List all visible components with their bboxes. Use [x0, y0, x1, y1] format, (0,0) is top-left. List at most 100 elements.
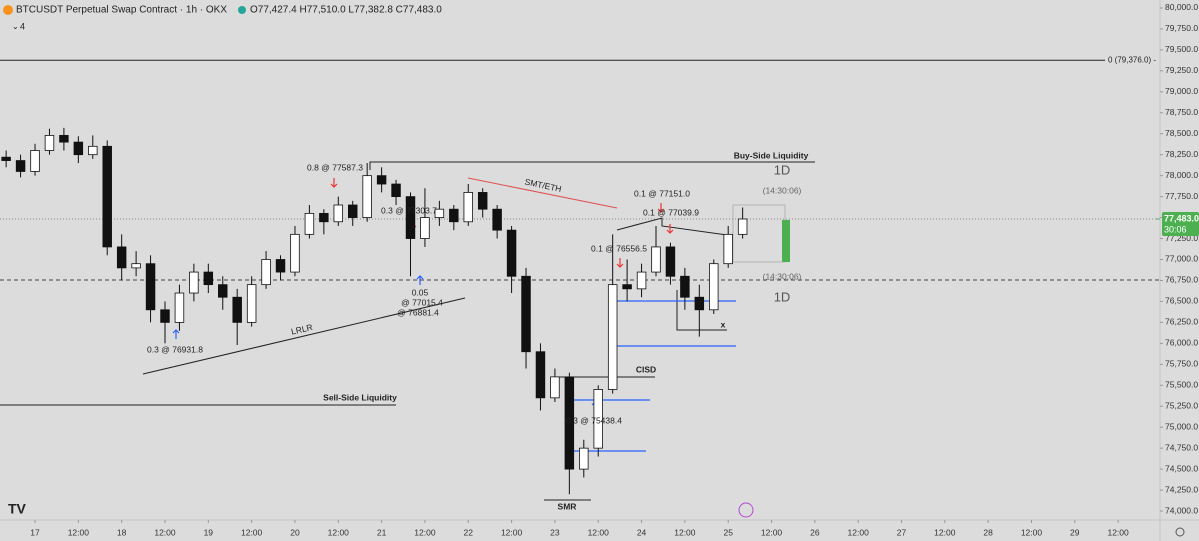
candle-body — [405, 196, 416, 239]
annotation: 0.05 — [412, 287, 429, 297]
annotation: 0.3 @ 76931.8 — [147, 344, 203, 354]
candle-body — [636, 271, 647, 290]
annotation: x — [721, 319, 726, 329]
x-tick-label: 29 — [1070, 527, 1080, 537]
candle-body — [232, 296, 242, 323]
candle-body — [15, 160, 26, 172]
candle-body — [449, 208, 459, 223]
settings-icon[interactable] — [1175, 527, 1185, 537]
box-line — [676, 290, 727, 331]
annotation: CISD — [636, 364, 656, 374]
candle-body — [506, 229, 517, 277]
candle-body — [44, 135, 55, 151]
candle-body — [131, 263, 141, 269]
x-tick-label: 12:00 — [674, 527, 696, 537]
candle-body — [189, 271, 199, 294]
projection-candle — [782, 220, 790, 262]
y-tick-label: 74,750.0 — [1165, 442, 1198, 452]
candle-body — [319, 212, 329, 223]
annotation: 0.8 @ 77587.3 — [307, 162, 363, 172]
x-tick-label: 17 — [30, 527, 40, 537]
y-tick-label: 74,250.0 — [1165, 484, 1198, 494]
annotation: Sell-Side Liquidity — [323, 392, 397, 402]
annotation: 1D — [774, 289, 791, 304]
x-tick-label: 24 — [637, 527, 647, 537]
lrlr-line — [142, 297, 466, 375]
candle-body — [362, 175, 372, 218]
y-tick-label: 76,750.0 — [1165, 275, 1198, 285]
annotation: @ 76881.4 — [397, 307, 439, 317]
candle-body — [1, 156, 11, 161]
x-tick-label: 12:00 — [761, 527, 783, 537]
y-tick-label: 75,250.0 — [1165, 400, 1198, 410]
y-tick-label: 76,500.0 — [1165, 296, 1198, 306]
x-tick-label: 12:00 — [414, 527, 436, 537]
y-tick-label: 77,250.0 — [1165, 233, 1198, 243]
candle-body — [737, 218, 748, 235]
y-tick-label: 74,500.0 — [1165, 463, 1198, 473]
annotation: Buy-Side Liquidity — [734, 150, 809, 160]
x-tick-label: 28 — [983, 527, 993, 537]
level-label: 0 (79,376.0) - — [1108, 55, 1156, 64]
x-tick-label: 12:00 — [501, 527, 523, 537]
candle-body — [30, 150, 40, 172]
y-tick-label: 79,250.0 — [1165, 65, 1198, 75]
candle-body — [680, 275, 690, 298]
candle-body — [246, 284, 257, 323]
candle-body — [535, 351, 546, 399]
candle-body — [434, 208, 445, 218]
countdown: 30:06 — [1164, 224, 1187, 234]
y-tick-label: 75,500.0 — [1165, 380, 1198, 390]
candle-body — [73, 141, 84, 156]
candle-body — [622, 284, 632, 290]
y-tick-label: 80,000.0 — [1165, 2, 1198, 12]
y-tick-label: 78,500.0 — [1165, 128, 1198, 138]
y-tick-label: 76,250.0 — [1165, 317, 1198, 327]
x-tick-label: 12:00 — [1107, 527, 1129, 537]
annotation: 0.3 @ 77303.7 — [381, 205, 437, 215]
y-tick-label: 76,000.0 — [1165, 338, 1198, 348]
candle-body — [218, 284, 228, 298]
y-tick-label: 79,000.0 — [1165, 86, 1198, 96]
annotation: 1D — [774, 162, 791, 177]
lightning-icon[interactable] — [738, 502, 754, 518]
last-price-box — [1162, 212, 1199, 236]
candle-body — [463, 192, 473, 223]
annotation: SMR — [558, 501, 577, 511]
annotation: 0.1 @ 77039.9 — [643, 207, 699, 217]
x-tick-label: 22 — [464, 527, 474, 537]
candle-body — [477, 192, 488, 210]
x-tick-label: 27 — [897, 527, 907, 537]
annotation: (14:30:06) — [763, 185, 802, 195]
candle-body — [261, 259, 271, 286]
buy-side-line — [369, 161, 815, 170]
collapse-toggle[interactable]: ⌄ — [12, 22, 19, 31]
candle-body — [665, 246, 676, 277]
candle-body — [116, 246, 127, 269]
last-price-label: 77,483.0 — [1164, 213, 1199, 223]
logo: TV — [8, 501, 27, 517]
candle-body — [694, 296, 705, 311]
candle-body — [160, 309, 170, 323]
arrows — [172, 178, 674, 411]
y-tick-label: 75,000.0 — [1165, 421, 1198, 431]
x-tick-label: 19 — [204, 527, 214, 537]
candle-body — [420, 217, 430, 239]
candle-body — [376, 175, 387, 185]
smt-line — [467, 177, 618, 209]
status-dot — [238, 6, 246, 14]
x-tick-label: 12:00 — [68, 527, 90, 537]
annotation: LRLR — [290, 322, 313, 337]
annotation: @ 77015.4 — [401, 297, 443, 307]
x-tick-label: 18 — [117, 527, 127, 537]
candle-body — [492, 208, 502, 231]
x-tick-label: 12:00 — [241, 527, 263, 537]
candle-body — [607, 284, 618, 390]
coin-icon — [3, 5, 13, 15]
candle-body — [347, 204, 358, 218]
annotation: 0.1 @ 77151.0 — [634, 188, 690, 198]
annotation: (14:30:06) — [763, 271, 802, 281]
candle-body — [521, 275, 531, 353]
